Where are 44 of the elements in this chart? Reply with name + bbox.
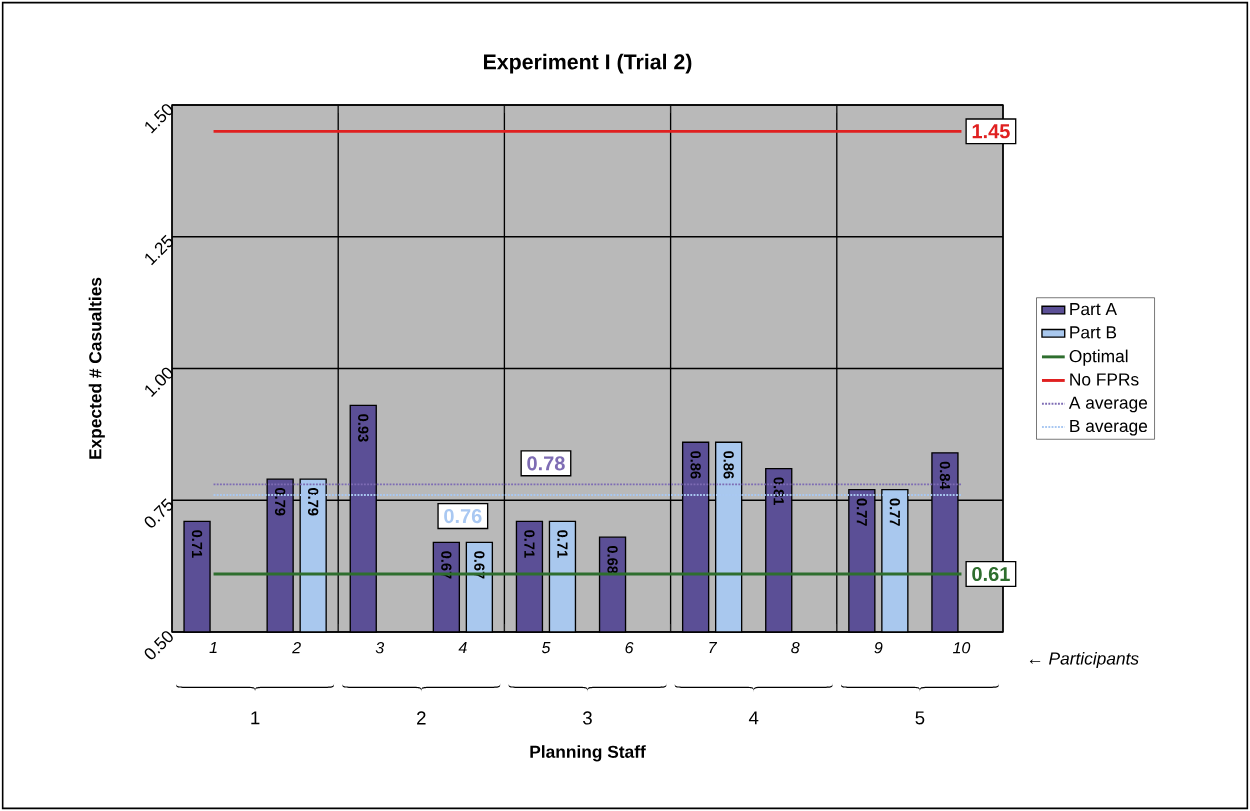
- chart-title: Experiment I (Trial 2): [484, 53, 692, 74]
- x-tick-label: 7: [709, 642, 718, 654]
- legend-label: Part B: [1070, 326, 1117, 339]
- text: ← Participants: [1029, 651, 1139, 669]
- y-tick-label: 0.50: [144, 631, 173, 660]
- x-tick-label: 6: [625, 642, 634, 654]
- legend-label: No FPRs: [1070, 373, 1139, 386]
- x-axis-title: Planning Staff: [530, 745, 646, 762]
- x-tick-label: 1: [209, 642, 217, 654]
- data-label: 0.71: [524, 530, 535, 558]
- x-tick-label: 4: [458, 642, 467, 654]
- data-label: 0.61: [972, 566, 1010, 582]
- data-label: 0.77: [856, 498, 868, 526]
- x-tick-label: 8: [791, 642, 800, 654]
- data-label: 0.78: [527, 456, 565, 471]
- x-tick-label: 9: [874, 642, 883, 654]
- x-tick-label: 5: [541, 642, 551, 654]
- data-label: 0.71: [557, 530, 568, 558]
- data-label: 0.71: [191, 530, 203, 558]
- data-label: 0.79: [307, 488, 319, 516]
- x-tick-label: 3: [375, 642, 385, 654]
- data-label: 0.86: [690, 451, 701, 479]
- data-label: 0.86: [723, 451, 734, 479]
- data-label: 0.84: [939, 461, 951, 490]
- data-label: 0.76: [444, 508, 482, 524]
- legend-label: Optimal: [1069, 349, 1128, 366]
- data-label: 0.68: [607, 545, 618, 574]
- data-label: 0.93: [358, 414, 369, 442]
- text: 2: [417, 711, 426, 725]
- text: 1: [251, 711, 260, 725]
- x-tick-label: 2: [292, 642, 301, 654]
- x-tick-label: 10: [952, 642, 971, 654]
- y-tick-label: 1.50: [145, 104, 173, 134]
- y-axis-title: Expected # Casualties: [88, 277, 105, 459]
- legend-label: A average: [1068, 396, 1148, 413]
- text: 5: [915, 711, 925, 725]
- data-label: 1.45: [972, 124, 1010, 139]
- data-label: 0.79: [274, 488, 286, 516]
- text: 3: [583, 711, 592, 725]
- legend-label: B average: [1070, 420, 1148, 436]
- data-label: 0.77: [889, 498, 901, 526]
- text: 4: [748, 711, 759, 725]
- data-label: 0.81: [773, 477, 784, 506]
- legend-label: Part A: [1070, 303, 1117, 316]
